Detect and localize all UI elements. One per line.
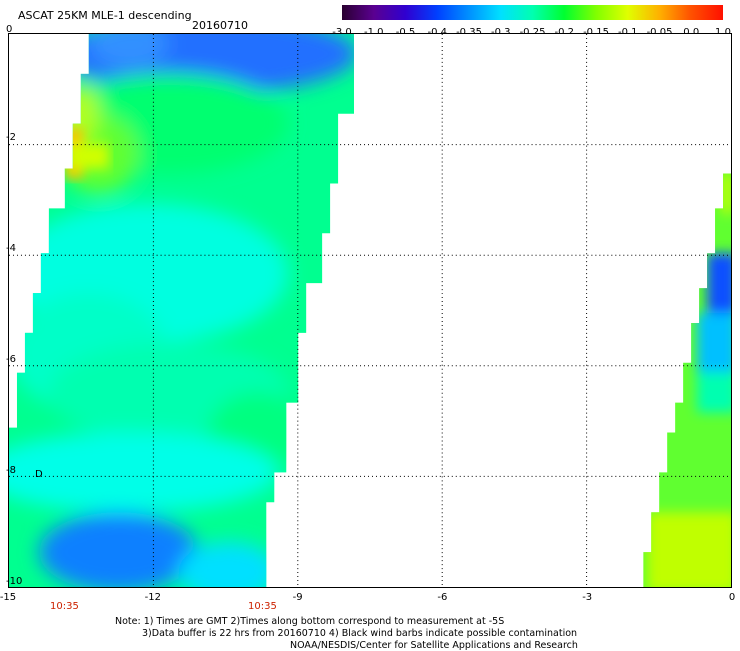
time-label-right: 10:35 (248, 601, 277, 612)
x-tick-label: -15 (0, 592, 17, 603)
colorbar-tick-label: -0.4 (427, 27, 447, 38)
map-title: ASCAT 25KM MLE-1 descending (18, 9, 192, 22)
map-grid (9, 34, 731, 587)
colorbar-tick-label: -0.15 (583, 27, 609, 38)
y-tick-label: -8 (6, 465, 16, 476)
colorbar-tick-label: -3.0 (332, 27, 352, 38)
footer-note-1: Note: 1) Times are GMT 2)Times along bot… (115, 616, 505, 627)
y-tick-label: -6 (6, 354, 16, 365)
colorbar-tick-label: -0.3 (491, 27, 511, 38)
x-tick-label: -3 (582, 592, 593, 603)
x-tick-label: 0 (728, 592, 736, 603)
colorbar (342, 5, 723, 20)
y-tick-label: -10 (6, 576, 23, 587)
x-tick-label: -9 (292, 592, 303, 603)
y-tick-label: -4 (6, 243, 16, 254)
wind-swath-field (9, 34, 731, 587)
map-plot-area (8, 33, 732, 588)
y-tick-label: 0 (6, 24, 13, 35)
colorbar-tick-label: -1.0 (364, 27, 384, 38)
colorbar-tick-label: -0.35 (456, 27, 482, 38)
colorbar-tick-label: -0.1 (618, 27, 638, 38)
map-marker: D (35, 469, 43, 480)
time-label-left: 10:35 (50, 601, 79, 612)
colorbar-tick-label: -0.05 (647, 27, 673, 38)
colorbar-tick-label: -0.5 (396, 27, 416, 38)
colorbar-gradient (342, 5, 723, 20)
colorbar-tick-label: -0.2 (554, 27, 574, 38)
colorbar-tick-label: -0.25 (520, 27, 546, 38)
x-tick-label: -12 (144, 592, 161, 603)
x-tick-label: -6 (437, 592, 448, 603)
colorbar-tick-label: 0.0 (683, 27, 699, 38)
footer-note-2: 3)Data buffer is 22 hrs from 20160710 4)… (142, 628, 578, 639)
colorbar-tick-label: 1.0 (715, 27, 731, 38)
map-date: 20160710 (192, 19, 248, 32)
footer-credit: NOAA/NESDIS/Center for Satellite Applica… (290, 640, 578, 651)
y-tick-label: -2 (6, 132, 16, 143)
